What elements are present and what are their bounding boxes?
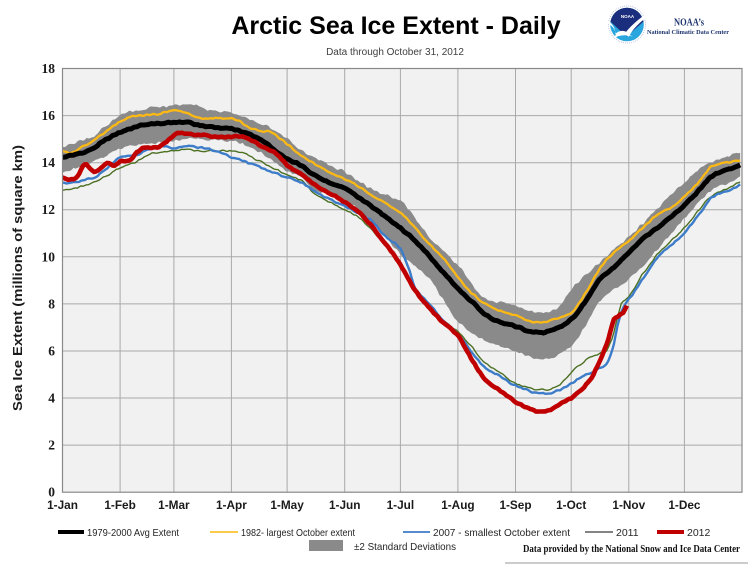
svg-text:2012: 2012: [687, 527, 711, 539]
svg-text:1-Sep: 1-Sep: [499, 498, 531, 512]
svg-text:0: 0: [48, 485, 55, 500]
svg-text:NOAA’s: NOAA’s: [674, 18, 704, 29]
svg-text:12: 12: [42, 202, 56, 217]
svg-text:±2 Standard Deviations: ±2 Standard Deviations: [354, 541, 456, 553]
svg-text:2007 - smallest October extent: 2007 - smallest October extent: [433, 527, 570, 539]
svg-text:1-Feb: 1-Feb: [104, 498, 135, 512]
svg-text:Sea Ice Extent (millions of sq: Sea Ice Extent (millions of square km): [10, 145, 25, 411]
svg-text:1-Dec: 1-Dec: [668, 498, 701, 512]
svg-text:1-Apr: 1-Apr: [216, 498, 247, 512]
svg-text:NOAA: NOAA: [621, 14, 635, 19]
svg-text:2: 2: [48, 438, 55, 453]
svg-text:16: 16: [42, 108, 56, 123]
svg-text:National Climatic Data Center: National Climatic Data Center: [647, 29, 729, 36]
svg-text:1-Oct: 1-Oct: [556, 498, 586, 512]
svg-text:8: 8: [48, 296, 55, 311]
svg-text:Data through October 31, 2012: Data through October 31, 2012: [326, 47, 464, 58]
svg-text:1-Jun: 1-Jun: [329, 498, 360, 512]
svg-text:1-Nov: 1-Nov: [612, 498, 645, 512]
svg-text:1-Mar: 1-Mar: [158, 498, 190, 512]
svg-text:1-May: 1-May: [270, 498, 304, 512]
svg-text:14: 14: [42, 155, 56, 170]
svg-text:4: 4: [48, 391, 55, 406]
svg-text:6: 6: [48, 344, 55, 359]
svg-text:1-Jan: 1-Jan: [47, 498, 78, 512]
svg-text:1982- largest October extent: 1982- largest October extent: [241, 527, 355, 539]
svg-text:10: 10: [42, 249, 56, 264]
svg-text:1-Jul: 1-Jul: [387, 498, 415, 512]
svg-text:Data provided by the National: Data provided by the National Snow and I…: [523, 544, 740, 555]
svg-text:18: 18: [42, 61, 56, 76]
svg-text:1-Aug: 1-Aug: [441, 498, 474, 512]
svg-text:Arctic Sea Ice Extent - Daily: Arctic Sea Ice Extent - Daily: [231, 12, 560, 40]
svg-text:1979-2000 Avg Extent: 1979-2000 Avg Extent: [87, 527, 179, 539]
svg-text:2011: 2011: [616, 527, 639, 539]
